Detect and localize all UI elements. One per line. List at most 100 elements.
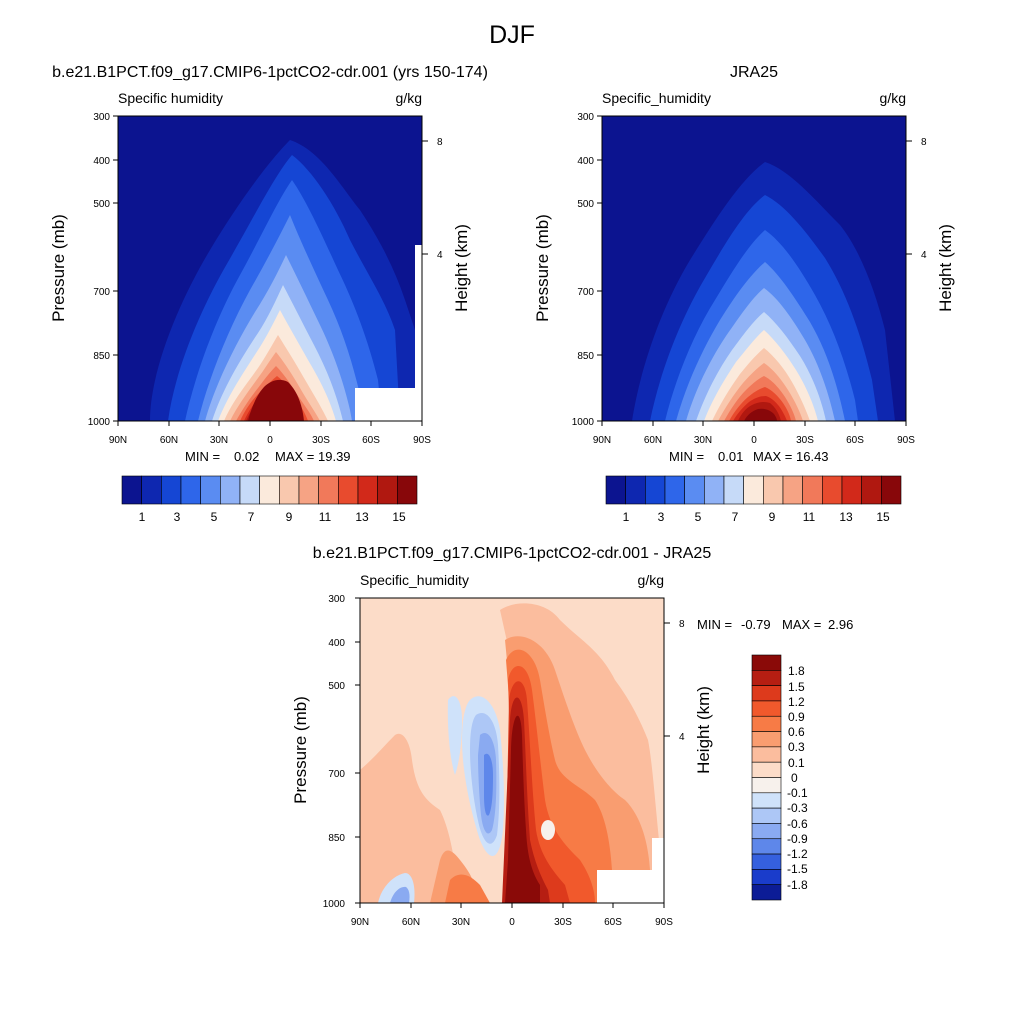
colorbar-swatch (664, 475, 685, 505)
panel-obs-variable-label: Specific_humidity (602, 90, 711, 106)
cb-label: -0.9 (787, 832, 808, 846)
y2-tick-8: 8 (921, 137, 927, 148)
colorbar-swatch (751, 838, 782, 855)
y-tick-400: 400 (328, 638, 345, 649)
cb-label: 1.2 (788, 695, 805, 709)
cb-label: 3 (658, 510, 665, 524)
colorbar-swatch (279, 475, 300, 505)
panel-model-title: b.e21.B1PCT.f09_g17.CMIP6-1pctCO2-cdr.00… (52, 64, 488, 81)
svg-text:MAX =: MAX = (275, 449, 314, 464)
panel-model-colorbar (121, 475, 418, 505)
y-tick-1000: 1000 (323, 899, 346, 910)
cb-label: 5 (211, 510, 218, 524)
colorbar-swatch (751, 884, 782, 901)
contour-0.1 (360, 733, 460, 903)
panel-model: b.e21.B1PCT.f09_g17.CMIP6-1pctCO2-cdr.00… (49, 64, 488, 524)
x-tick-90S: 90S (413, 435, 431, 446)
panel-model-ylabel: Pressure (mb) (49, 214, 68, 322)
contour-neg-surface-2 (390, 886, 410, 903)
panel-diff-units-label: g/kg (638, 572, 664, 588)
y2-tick-4: 4 (921, 250, 927, 261)
cb-label: 0.6 (788, 725, 805, 739)
panel-diff-variable-label: Specific_humidity (360, 572, 469, 588)
panel-model-y2-ticks: 8 4 (422, 137, 443, 261)
x-tick-0: 0 (267, 435, 273, 446)
colorbar-swatch (751, 700, 782, 717)
cb-label: 9 (286, 510, 293, 524)
cb-label: 0.9 (788, 710, 805, 724)
colorbar-swatch (751, 761, 782, 778)
y-tick-850: 850 (328, 833, 345, 844)
cb-label: 9 (769, 510, 776, 524)
panel-model-y-ticks: 300 400 500 700 850 1000 (88, 112, 118, 428)
colorbar-swatch (200, 475, 221, 505)
y-tick-700: 700 (328, 769, 345, 780)
cb-label: 3 (174, 510, 181, 524)
panel-obs: JRA25 Specific_humidity g/kg 300 400 500 (533, 64, 955, 524)
cb-label: -1.8 (787, 878, 808, 892)
panel-obs-y2label: Height (km) (936, 224, 955, 312)
missing-data-patch (355, 388, 422, 421)
x-tick-30N: 30N (452, 917, 470, 928)
colorbar-swatch (751, 823, 782, 840)
panel-obs-units-label: g/kg (880, 90, 906, 106)
panel-diff-plot-area (359, 597, 665, 904)
y-tick-1000: 1000 (572, 417, 595, 428)
panel-diff-y2-ticks: 8 4 (664, 619, 685, 743)
panel-model-x-ticks: 90N 60N 30N 0 30S 60S 90S (109, 421, 431, 446)
cb-label: 7 (732, 510, 739, 524)
colorbar-swatch (861, 475, 882, 505)
x-tick-90S: 90S (655, 917, 673, 928)
panel-diff-y-ticks: 300 400 500 700 850 1000 (323, 594, 360, 910)
panel-diff-y2label: Height (km) (694, 686, 713, 774)
cb-label: -1.2 (787, 847, 808, 861)
cb-label: 0 (791, 771, 798, 785)
panel-obs-x-ticks: 90N 60N 30N 0 30S 60S 90S (593, 421, 915, 446)
y-tick-1000: 1000 (88, 417, 111, 428)
panel-diff-ylabel: Pressure (mb) (291, 696, 310, 804)
figure-title: DJF (489, 21, 535, 49)
panel-diff-colorbar (751, 654, 782, 901)
x-tick-60S: 60S (362, 435, 380, 446)
cb-label: -1.5 (787, 862, 808, 876)
colorbar-swatch (704, 475, 725, 505)
y-tick-300: 300 (577, 112, 594, 123)
x-tick-30S: 30S (312, 435, 330, 446)
panel-obs-ylabel: Pressure (mb) (533, 214, 552, 322)
colorbar-swatch (751, 670, 782, 686)
stat-max-value: 19.39 (318, 449, 351, 464)
colorbar-swatch (645, 475, 666, 505)
colorbar-swatch (220, 475, 241, 505)
colorbar-swatch (605, 475, 626, 505)
svg-text:MAX =: MAX = (782, 617, 821, 632)
svg-text:MIN =: MIN = (669, 449, 704, 464)
cb-label: -0.6 (787, 817, 808, 831)
panel-model-colorbar-labels: 1 3 5 7 9 11 13 15 (139, 510, 406, 524)
y2-tick-8: 8 (679, 619, 685, 630)
y-tick-500: 500 (328, 681, 345, 692)
panel-model-stats: MIN = 0.02 MAX = 19.39 (185, 449, 351, 464)
contour-zero-bubble (541, 820, 555, 840)
panel-model-y2label: Height (km) (452, 224, 471, 312)
colorbar-swatch (751, 731, 782, 748)
colorbar-swatch (298, 475, 319, 505)
x-tick-0: 0 (509, 917, 515, 928)
colorbar-swatch (180, 475, 201, 505)
colorbar-swatch (751, 869, 782, 885)
panel-obs-plot-area (601, 115, 907, 422)
y2-tick-4: 4 (437, 250, 443, 261)
svg-text:MAX =: MAX = (753, 449, 792, 464)
colorbar-swatch (723, 475, 744, 505)
colorbar-swatch (802, 475, 823, 505)
colorbar-swatch (259, 475, 280, 505)
y2-tick-4: 4 (679, 732, 685, 743)
cb-label: 1.5 (788, 680, 805, 694)
colorbar-swatch (822, 475, 843, 505)
y-tick-500: 500 (577, 199, 594, 210)
panel-model-variable-label: Specific humidity (118, 90, 223, 106)
colorbar-swatch (751, 792, 782, 809)
contour-27 (248, 379, 304, 421)
cb-label: 13 (839, 510, 853, 524)
x-tick-90N: 90N (593, 435, 611, 446)
cb-label: 5 (695, 510, 702, 524)
